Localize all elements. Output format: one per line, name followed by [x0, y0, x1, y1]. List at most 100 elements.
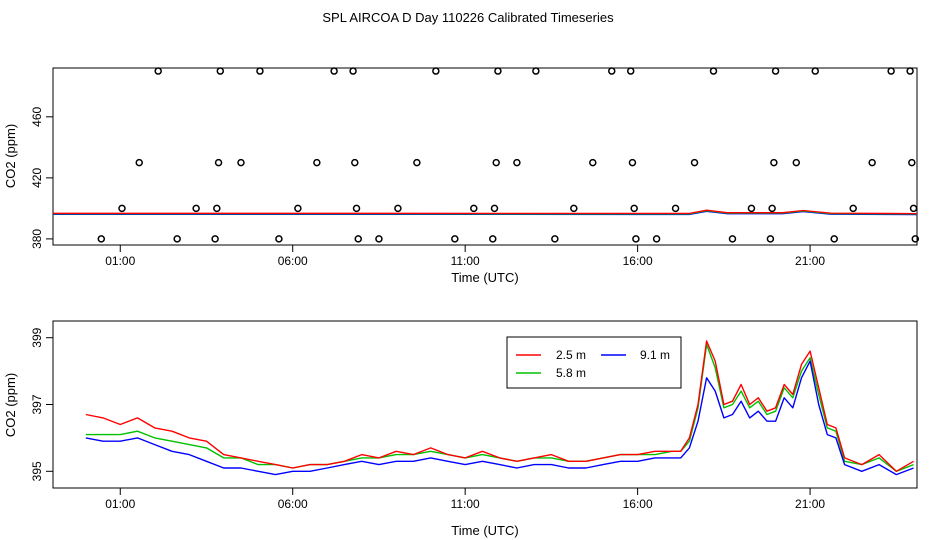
calibration-point — [213, 204, 221, 213]
calibration-x-axis-label: Time (UTC) — [451, 270, 518, 285]
calibration-point — [492, 158, 500, 167]
timeseries-line-5-8-m — [85, 343, 914, 472]
calibration-series-lines — [53, 209, 918, 216]
calibration-x-ticks: 01:00 06:00 11:00 16:00 21:00 — [105, 245, 825, 268]
calibration-point — [351, 158, 359, 167]
calibration-point — [690, 158, 699, 167]
calibration-point — [413, 158, 421, 167]
calibration-point — [766, 235, 775, 243]
calibration-point — [909, 204, 918, 213]
calibration-point — [214, 158, 223, 167]
calibration-point — [135, 158, 143, 167]
calibration-point — [451, 235, 459, 243]
calibration-point — [237, 158, 245, 167]
calibration-x-tick-label: 11:00 — [451, 254, 480, 268]
calibration-point — [811, 67, 820, 75]
calibration-point — [768, 204, 776, 213]
timeseries-y-tick-label: 399 — [30, 327, 44, 347]
calibration-point — [275, 235, 283, 243]
calibration-y-tick-label: 380 — [30, 229, 44, 249]
calibration-point — [728, 235, 737, 243]
calibration-point — [887, 67, 895, 75]
calibration-point — [868, 158, 876, 167]
timeseries-x-ticks: 01:00 06:00 11:00 16:00 21:00 — [105, 488, 825, 511]
legend-box — [506, 336, 682, 389]
calibration-point — [671, 204, 680, 213]
timeseries-y-tick-label: 397 — [30, 394, 44, 414]
calibration-point — [830, 235, 838, 243]
calibration-point — [354, 235, 362, 243]
calibration-point — [192, 204, 200, 213]
calibration-point — [256, 67, 264, 75]
calibration-point — [154, 67, 162, 75]
calibration-point — [630, 204, 638, 213]
calibration-point — [747, 204, 756, 213]
calibration-y-tick-label: 460 — [30, 106, 44, 126]
calibration-point — [628, 158, 637, 167]
timeseries-x-axis-label: Time (UTC) — [451, 523, 518, 538]
calibration-point — [532, 67, 540, 75]
calibration-x-tick-label: 21:00 — [795, 254, 825, 268]
calibration-y-ticks: 380 420 460 — [30, 106, 53, 249]
legend-label-5-8m: 5.8 m — [556, 366, 586, 380]
timeseries-lines — [85, 340, 914, 476]
timeseries-y-tick-label: 395 — [30, 461, 44, 481]
calibration-point — [551, 235, 559, 243]
calibration-point — [608, 67, 616, 75]
calibration-point — [330, 67, 338, 75]
legend: 2.5 m 9.1 m 5.8 m — [506, 336, 682, 389]
timeseries-x-tick-label: 01:00 — [105, 497, 135, 511]
calibration-point — [432, 67, 440, 75]
calibration-point — [626, 67, 635, 75]
calibration-point — [352, 204, 361, 213]
calibration-y-tick-label: 420 — [30, 168, 44, 188]
timeseries-x-tick-label: 11:00 — [451, 497, 480, 511]
calibration-point — [849, 204, 857, 213]
calibration-point — [652, 235, 661, 243]
timeseries-y-axis-label: CO2 (ppm) — [3, 373, 18, 437]
calibration-point — [632, 235, 640, 243]
calibration-panel: 01:00 06:00 11:00 16:00 21:00 380 420 460 Time… — [3, 67, 920, 285]
calibration-point — [294, 204, 302, 213]
calibration-point — [709, 67, 718, 75]
calibration-point — [906, 67, 914, 75]
calibration-point — [570, 204, 578, 213]
legend-label-2-5m: 2.5 m — [556, 348, 586, 362]
calibration-point — [118, 204, 126, 213]
calibration-plot-frame — [52, 67, 918, 246]
calibration-point — [494, 67, 502, 75]
calibration-point — [211, 235, 219, 243]
calibration-point — [489, 235, 497, 243]
calibration-point — [490, 204, 499, 213]
calibration-x-tick-label: 01:00 — [105, 254, 135, 268]
calibration-point — [770, 158, 778, 167]
timeseries-x-tick-label: 16:00 — [623, 497, 653, 511]
timeseries-line-9-1-m — [85, 360, 914, 476]
calibration-point — [771, 67, 780, 75]
timeseries-x-tick-label: 21:00 — [795, 497, 825, 511]
calibration-point — [911, 235, 920, 243]
calibration-y-axis-label: CO2 (ppm) — [3, 124, 18, 188]
calibration-point — [173, 235, 181, 243]
calibration-point — [394, 204, 402, 213]
calibration-point — [97, 235, 106, 243]
calibration-point — [375, 235, 383, 243]
timeseries-panel: 01:00 06:00 11:00 16:00 21:00 395 397 399 Time… — [3, 320, 918, 538]
calibration-x-tick-label: 06:00 — [278, 254, 308, 268]
timeseries-y-ticks: 395 397 399 — [30, 327, 53, 481]
calibration-point — [513, 158, 521, 167]
legend-label-9-1m: 9.1 m — [640, 348, 670, 362]
timeseries-plot-frame — [52, 320, 918, 489]
calibration-point — [792, 158, 801, 167]
calibration-point — [349, 67, 357, 75]
calibration-point — [216, 67, 225, 75]
calibration-points — [97, 67, 920, 243]
calibration-x-tick-label: 16:00 — [623, 254, 653, 268]
calibration-point — [313, 158, 321, 167]
calibration-point — [470, 204, 478, 213]
timeseries-x-tick-label: 06:00 — [278, 497, 308, 511]
figure-title: SPL AIRCOA D Day 110226 Calibrated Times… — [322, 10, 614, 25]
timeseries-line-2-5-m — [85, 340, 914, 472]
calibration-trace-red — [53, 209, 918, 215]
